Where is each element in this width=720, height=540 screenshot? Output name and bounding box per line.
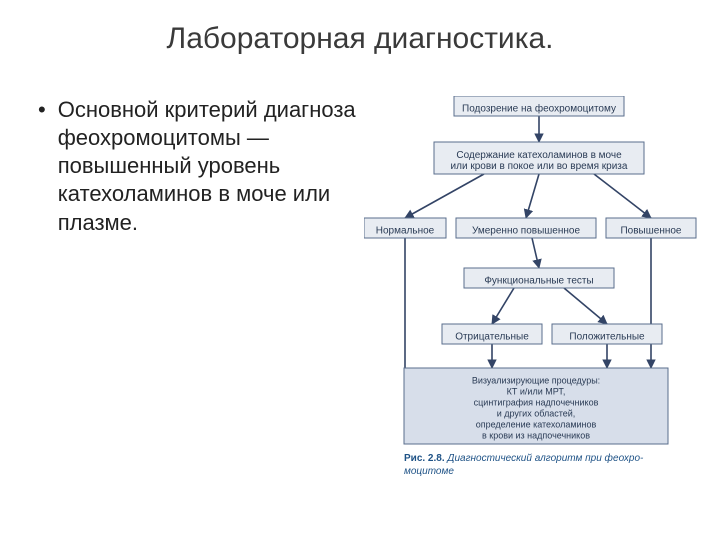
- svg-text:и других областей,: и других областей,: [497, 409, 576, 419]
- flow-node-n3: Нормальное: [364, 218, 446, 238]
- flow-node-n6: Функциональные тесты: [464, 268, 614, 288]
- bullet-column: • Основной критерий диагноза феохромоцит…: [38, 96, 358, 496]
- svg-text:КТ и/или МРТ,: КТ и/или МРТ,: [507, 387, 566, 397]
- flow-node-n9: Визуализирующие процедуры:КТ и/или МРТ,с…: [404, 368, 668, 444]
- flowchart-svg: Подозрение на феохромоцитому Содержание к…: [364, 96, 704, 496]
- svg-text:Визуализирующие процедуры:: Визуализирующие процедуры:: [472, 376, 600, 386]
- content-row: • Основной критерий диагноза феохромоцит…: [0, 56, 720, 496]
- svg-text:Подозрение на феохромоцитому: Подозрение на феохромоцитому: [462, 102, 616, 114]
- svg-text:Повышенное: Повышенное: [620, 225, 681, 236]
- figure-caption-line2: моцитоме: [404, 466, 454, 477]
- flow-edge: [564, 288, 607, 324]
- flow-node-n7: Отрицательные: [442, 324, 542, 344]
- svg-text:Умеренно повышенное: Умеренно повышенное: [472, 225, 581, 236]
- bullet-text: Основной критерий диагноза феохромоцитом…: [58, 96, 358, 237]
- flow-edge: [526, 174, 539, 218]
- flow-node-n8: Положительные: [552, 324, 662, 344]
- flow-node-n2: Содержание катехоламинов в мочеили крови…: [434, 142, 644, 174]
- svg-text:или крови в покое или во время: или крови в покое или во время криза: [451, 161, 628, 172]
- svg-text:Нормальное: Нормальное: [376, 225, 435, 236]
- svg-text:Положительные: Положительные: [569, 331, 645, 342]
- flow-node-n1: Подозрение на феохромоцитому: [454, 96, 624, 116]
- flow-node-n4: Умеренно повышенное: [456, 218, 596, 238]
- bullet-marker-icon: •: [38, 96, 46, 124]
- flow-edge: [405, 174, 484, 218]
- svg-text:сцинтиграфия надпочечников: сцинтиграфия надпочечников: [474, 398, 599, 408]
- svg-text:Содержание катехоламинов в моч: Содержание катехоламинов в моче: [456, 150, 622, 161]
- svg-text:Функциональные тесты: Функциональные тесты: [484, 275, 593, 286]
- flowchart-diagram: Подозрение на феохромоцитому Содержание к…: [364, 96, 704, 496]
- slide-title: Лабораторная диагностика.: [0, 0, 720, 56]
- flow-edge: [492, 288, 514, 324]
- flow-node-n5: Повышенное: [606, 218, 696, 238]
- svg-text:определение катехоламинов: определение катехоламинов: [476, 420, 597, 430]
- flow-edge: [532, 238, 539, 268]
- bullet-item: • Основной критерий диагноза феохромоцит…: [38, 96, 358, 237]
- flow-edge: [594, 174, 651, 218]
- figure-caption: Рис. 2.8. Диагностический алгоритм при ф…: [404, 452, 644, 464]
- svg-text:Отрицательные: Отрицательные: [455, 331, 529, 342]
- svg-text:в крови из надпочечников: в крови из надпочечников: [482, 431, 590, 441]
